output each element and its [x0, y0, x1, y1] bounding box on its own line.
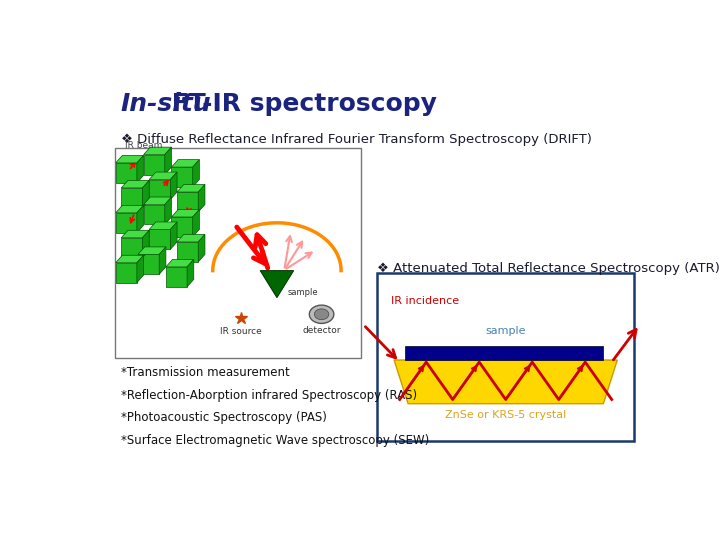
Bar — [138, 254, 159, 274]
Polygon shape — [394, 360, 617, 404]
Bar — [149, 180, 171, 199]
Bar — [121, 188, 143, 208]
Text: detector: detector — [302, 326, 341, 335]
Bar — [121, 238, 143, 258]
Polygon shape — [171, 222, 177, 249]
Text: FT-IR spectroscopy: FT-IR spectroscopy — [163, 92, 436, 116]
Polygon shape — [159, 247, 166, 274]
Bar — [116, 213, 137, 233]
Polygon shape — [116, 205, 143, 213]
Text: ZnSe or KRS-5 crystal: ZnSe or KRS-5 crystal — [445, 410, 567, 420]
Text: IR source: IR source — [220, 327, 261, 336]
Bar — [115, 148, 361, 358]
Bar — [171, 217, 193, 237]
Circle shape — [310, 305, 334, 323]
Circle shape — [315, 309, 329, 320]
Polygon shape — [143, 147, 171, 154]
Polygon shape — [260, 271, 294, 298]
Polygon shape — [177, 234, 205, 242]
Polygon shape — [143, 197, 171, 205]
Bar — [116, 263, 137, 282]
Polygon shape — [121, 180, 149, 188]
Polygon shape — [137, 255, 143, 282]
Polygon shape — [177, 185, 205, 192]
Polygon shape — [166, 259, 194, 267]
Text: *Photoacoustic Spectroscopy (PAS): *Photoacoustic Spectroscopy (PAS) — [121, 411, 327, 424]
Polygon shape — [143, 180, 149, 208]
Polygon shape — [116, 156, 143, 163]
Polygon shape — [121, 230, 149, 238]
Polygon shape — [187, 259, 194, 287]
Polygon shape — [116, 255, 143, 263]
Polygon shape — [198, 185, 205, 212]
Polygon shape — [193, 160, 199, 187]
Text: ❖ Attenuated Total Reflectance Spectroscopy (ATR): ❖ Attenuated Total Reflectance Spectrosc… — [377, 262, 720, 275]
Bar — [143, 154, 165, 174]
Text: sample: sample — [288, 288, 319, 297]
Polygon shape — [149, 222, 177, 230]
Polygon shape — [137, 156, 143, 183]
Polygon shape — [198, 234, 205, 262]
Polygon shape — [149, 172, 177, 180]
Bar — [143, 205, 165, 225]
Polygon shape — [137, 205, 143, 233]
Bar — [116, 163, 137, 183]
Polygon shape — [193, 210, 199, 237]
Polygon shape — [165, 197, 171, 225]
Text: IR beam: IR beam — [125, 141, 163, 150]
Polygon shape — [143, 230, 149, 258]
Bar — [171, 167, 193, 187]
Text: IR incidence: IR incidence — [392, 295, 459, 306]
Polygon shape — [171, 160, 199, 167]
Text: In-situ: In-situ — [121, 92, 211, 116]
Bar — [377, 273, 634, 441]
Bar — [166, 267, 187, 287]
Polygon shape — [165, 147, 171, 174]
Polygon shape — [138, 247, 166, 254]
Text: sample: sample — [485, 326, 526, 336]
Bar — [177, 192, 198, 212]
Polygon shape — [171, 172, 177, 199]
Bar — [177, 242, 198, 262]
Text: ❖ Diffuse Reflectance Infrared Fourier Transform Spectroscopy (DRIFT): ❖ Diffuse Reflectance Infrared Fourier T… — [121, 133, 592, 146]
Polygon shape — [171, 210, 199, 217]
Text: *Reflection-Aborption infrared Spectroscopy (RAS): *Reflection-Aborption infrared Spectrosc… — [121, 389, 417, 402]
Text: *Surface Electromagnetic Wave spectroscopy (SEW): *Surface Electromagnetic Wave spectrosco… — [121, 434, 429, 447]
Bar — [405, 346, 603, 360]
Text: *Transmission measurement: *Transmission measurement — [121, 366, 289, 379]
Bar — [149, 230, 171, 249]
